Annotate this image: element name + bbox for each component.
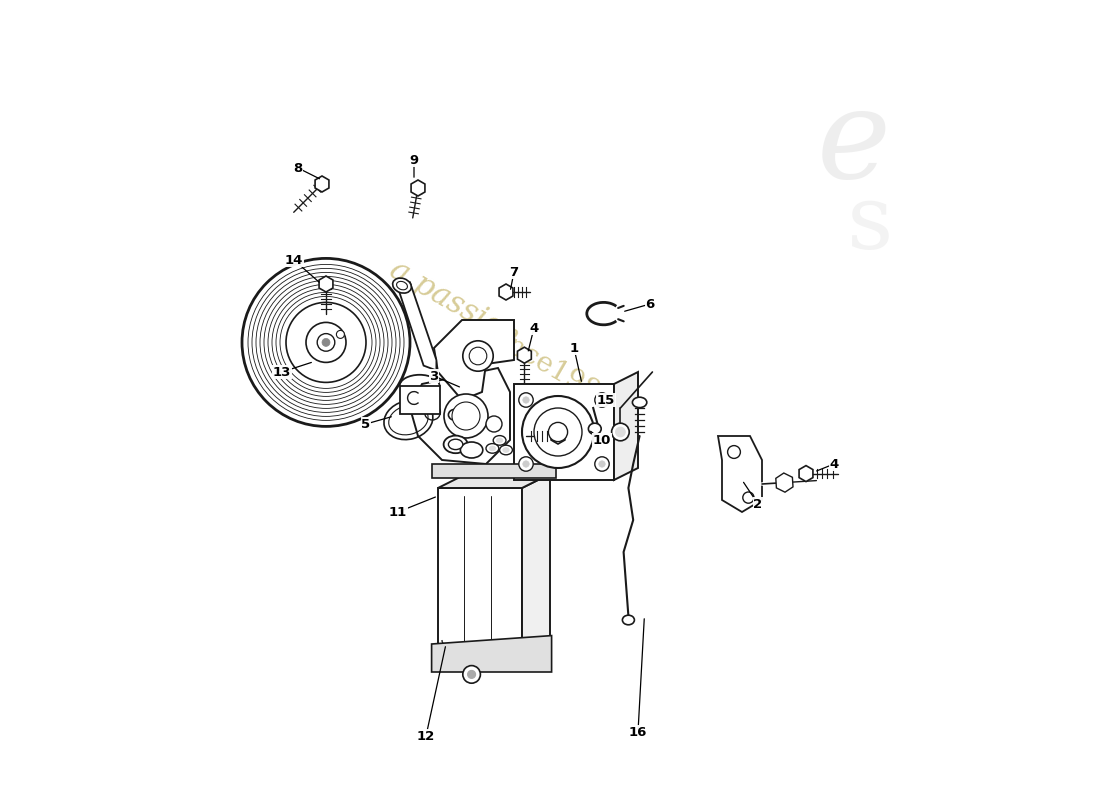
Text: 12: 12: [417, 730, 436, 742]
Ellipse shape: [443, 435, 468, 453]
Ellipse shape: [612, 423, 629, 441]
Ellipse shape: [742, 492, 754, 503]
Ellipse shape: [463, 666, 481, 683]
Ellipse shape: [522, 396, 594, 468]
Ellipse shape: [486, 416, 502, 432]
Text: 16: 16: [629, 726, 647, 738]
Polygon shape: [319, 276, 333, 292]
Ellipse shape: [425, 404, 440, 420]
Polygon shape: [514, 384, 614, 480]
Text: 8: 8: [294, 162, 302, 174]
Polygon shape: [398, 282, 437, 370]
Polygon shape: [718, 436, 762, 512]
Polygon shape: [517, 347, 531, 363]
Ellipse shape: [595, 457, 609, 471]
Ellipse shape: [623, 615, 635, 625]
Ellipse shape: [519, 393, 534, 407]
Polygon shape: [431, 635, 551, 672]
Ellipse shape: [598, 461, 605, 467]
Ellipse shape: [449, 409, 463, 421]
Text: 5: 5: [362, 418, 371, 430]
Text: 2: 2: [754, 498, 762, 510]
Ellipse shape: [522, 461, 529, 467]
Ellipse shape: [727, 446, 740, 458]
Ellipse shape: [519, 457, 534, 471]
Ellipse shape: [490, 446, 496, 450]
Polygon shape: [410, 368, 510, 464]
Polygon shape: [614, 372, 638, 480]
Ellipse shape: [549, 422, 568, 442]
Ellipse shape: [449, 439, 463, 450]
Text: 11: 11: [389, 506, 407, 518]
Ellipse shape: [486, 443, 498, 453]
Text: 4: 4: [529, 322, 539, 334]
Polygon shape: [315, 176, 329, 192]
Text: 1: 1: [570, 342, 579, 354]
Polygon shape: [438, 474, 550, 488]
Ellipse shape: [468, 670, 475, 678]
Ellipse shape: [496, 438, 503, 442]
Ellipse shape: [444, 394, 488, 438]
Ellipse shape: [588, 423, 602, 434]
Text: 6: 6: [646, 298, 654, 310]
Ellipse shape: [322, 338, 330, 346]
Polygon shape: [776, 473, 793, 492]
Ellipse shape: [306, 322, 346, 362]
Text: 3: 3: [429, 370, 439, 382]
Ellipse shape: [393, 278, 411, 293]
Ellipse shape: [595, 393, 609, 407]
Ellipse shape: [470, 347, 487, 365]
Polygon shape: [522, 474, 550, 660]
Ellipse shape: [397, 282, 407, 290]
Polygon shape: [399, 386, 440, 414]
Text: 9: 9: [409, 154, 419, 166]
Text: 13: 13: [273, 366, 292, 378]
Ellipse shape: [503, 447, 509, 452]
Ellipse shape: [534, 408, 582, 456]
Text: e: e: [817, 83, 891, 205]
Polygon shape: [411, 180, 425, 196]
Ellipse shape: [616, 427, 625, 437]
Ellipse shape: [286, 302, 366, 382]
Ellipse shape: [463, 341, 493, 371]
Ellipse shape: [522, 397, 529, 403]
Polygon shape: [431, 464, 557, 478]
Ellipse shape: [632, 397, 647, 407]
Polygon shape: [438, 488, 522, 660]
Text: since1985: since1985: [481, 321, 619, 415]
Text: a passion: a passion: [384, 254, 525, 354]
Ellipse shape: [499, 445, 513, 454]
Text: 14: 14: [285, 254, 304, 266]
Polygon shape: [551, 428, 565, 444]
Polygon shape: [799, 466, 813, 482]
Polygon shape: [499, 284, 513, 300]
Text: 15: 15: [597, 394, 615, 406]
Text: 4: 4: [829, 458, 838, 470]
Ellipse shape: [452, 402, 480, 430]
Text: s: s: [847, 180, 893, 268]
Ellipse shape: [598, 397, 605, 403]
Ellipse shape: [317, 334, 334, 351]
Ellipse shape: [493, 435, 506, 445]
Text: 10: 10: [593, 434, 612, 446]
Ellipse shape: [242, 258, 410, 426]
Text: 7: 7: [509, 266, 518, 278]
Polygon shape: [434, 320, 514, 400]
Ellipse shape: [337, 330, 344, 338]
Ellipse shape: [461, 442, 483, 458]
